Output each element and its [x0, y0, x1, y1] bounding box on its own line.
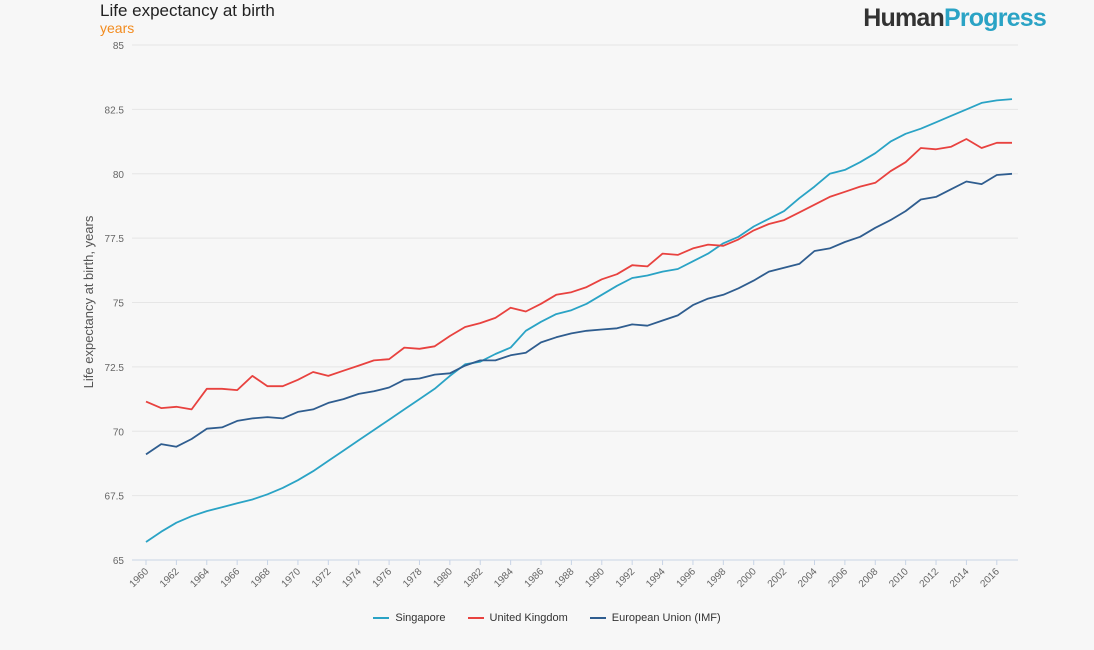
chart-title: Life expectancy at birth — [100, 1, 275, 20]
y-tick-label: 72.5 — [105, 363, 125, 374]
x-tick-label: 1976 — [371, 566, 395, 590]
y-axis-label: Life expectancy at birth, years — [81, 215, 96, 388]
x-tick-label: 1984 — [492, 566, 516, 590]
gridlines — [132, 44, 1018, 497]
x-tick-label: 1960 — [128, 566, 152, 590]
x-tick-label: 1998 — [705, 566, 729, 590]
y-axis-ticks: 65 67.5 70 72.5 75 77.5 80 82.5 85 — [105, 41, 125, 567]
x-tick-label: 1972 — [310, 566, 334, 590]
x-tick-label: 2008 — [857, 566, 881, 590]
y-tick-label: 65 — [113, 556, 125, 567]
y-tick-label: 77.5 — [105, 234, 125, 245]
y-tick-label: 70 — [113, 427, 125, 438]
legend-item-united-kingdom[interactable]: United Kingdom — [467, 612, 568, 624]
x-tick-label: 1988 — [553, 566, 577, 590]
legend-item-european-union[interactable]: European Union (IMF) — [589, 612, 721, 624]
x-tick-label: 1986 — [523, 566, 547, 590]
legend-swatch-european-union — [589, 617, 606, 619]
x-tick-label: 1962 — [158, 566, 182, 590]
x-tick-label: 2004 — [796, 566, 820, 590]
x-tick-label: 1990 — [583, 566, 607, 590]
x-tick-label: 1996 — [675, 566, 699, 590]
x-tick-label: 2002 — [766, 566, 790, 590]
y-tick-label: 85 — [113, 41, 125, 52]
x-tick-label: 1980 — [431, 566, 455, 590]
chart-legend: Singapore United Kingdom European Union … — [0, 612, 1094, 624]
x-tick-label: 1992 — [614, 566, 638, 590]
legend-label-united-kingdom: United Kingdom — [489, 612, 568, 624]
x-tick-label: 2014 — [948, 566, 972, 590]
x-tick-label: 2000 — [735, 566, 759, 590]
y-tick-label: 67.5 — [105, 492, 125, 503]
x-tick-label: 2006 — [826, 566, 850, 590]
x-tick-label: 2010 — [887, 566, 911, 590]
legend-label-european-union: European Union (IMF) — [611, 612, 721, 624]
x-tick-label: 1982 — [462, 566, 486, 590]
chart-subtitle: years — [100, 20, 135, 36]
legend-label-singapore: Singapore — [395, 612, 446, 624]
legend-swatch-united-kingdom — [467, 617, 484, 619]
x-tick-label: 1966 — [219, 566, 243, 590]
x-tick-label: 1968 — [249, 566, 273, 590]
logo-word-human: Human — [863, 4, 945, 32]
y-tick-label: 82.5 — [105, 105, 125, 116]
series-line-singapore[interactable] — [145, 98, 1013, 543]
series-line-european-union-imf[interactable] — [145, 172, 1013, 456]
x-tick-label: 1970 — [280, 566, 304, 590]
x-tick-label: 1978 — [401, 566, 425, 590]
x-tick-label: 1964 — [188, 566, 212, 590]
x-tick-label: 2016 — [978, 566, 1002, 590]
x-axis-ticks: 1960 1962 1964 1966 1968 1970 1972 1974 1976 1978… — [128, 560, 1002, 590]
y-tick-label: 80 — [113, 170, 125, 181]
series-lines — [145, 98, 1013, 543]
y-tick-label: 75 — [113, 299, 125, 310]
legend-swatch-singapore — [373, 617, 390, 619]
humanprogress-logo[interactable]: HumanProgress — [863, 4, 1047, 33]
legend-item-singapore[interactable]: Singapore — [373, 612, 446, 624]
x-tick-label: 2012 — [918, 566, 942, 590]
x-tick-label: 1994 — [644, 566, 668, 590]
series-line-united-kingdom[interactable] — [145, 138, 1012, 411]
x-tick-label: 1974 — [340, 566, 364, 590]
logo-word-progress: Progress — [944, 4, 1047, 32]
